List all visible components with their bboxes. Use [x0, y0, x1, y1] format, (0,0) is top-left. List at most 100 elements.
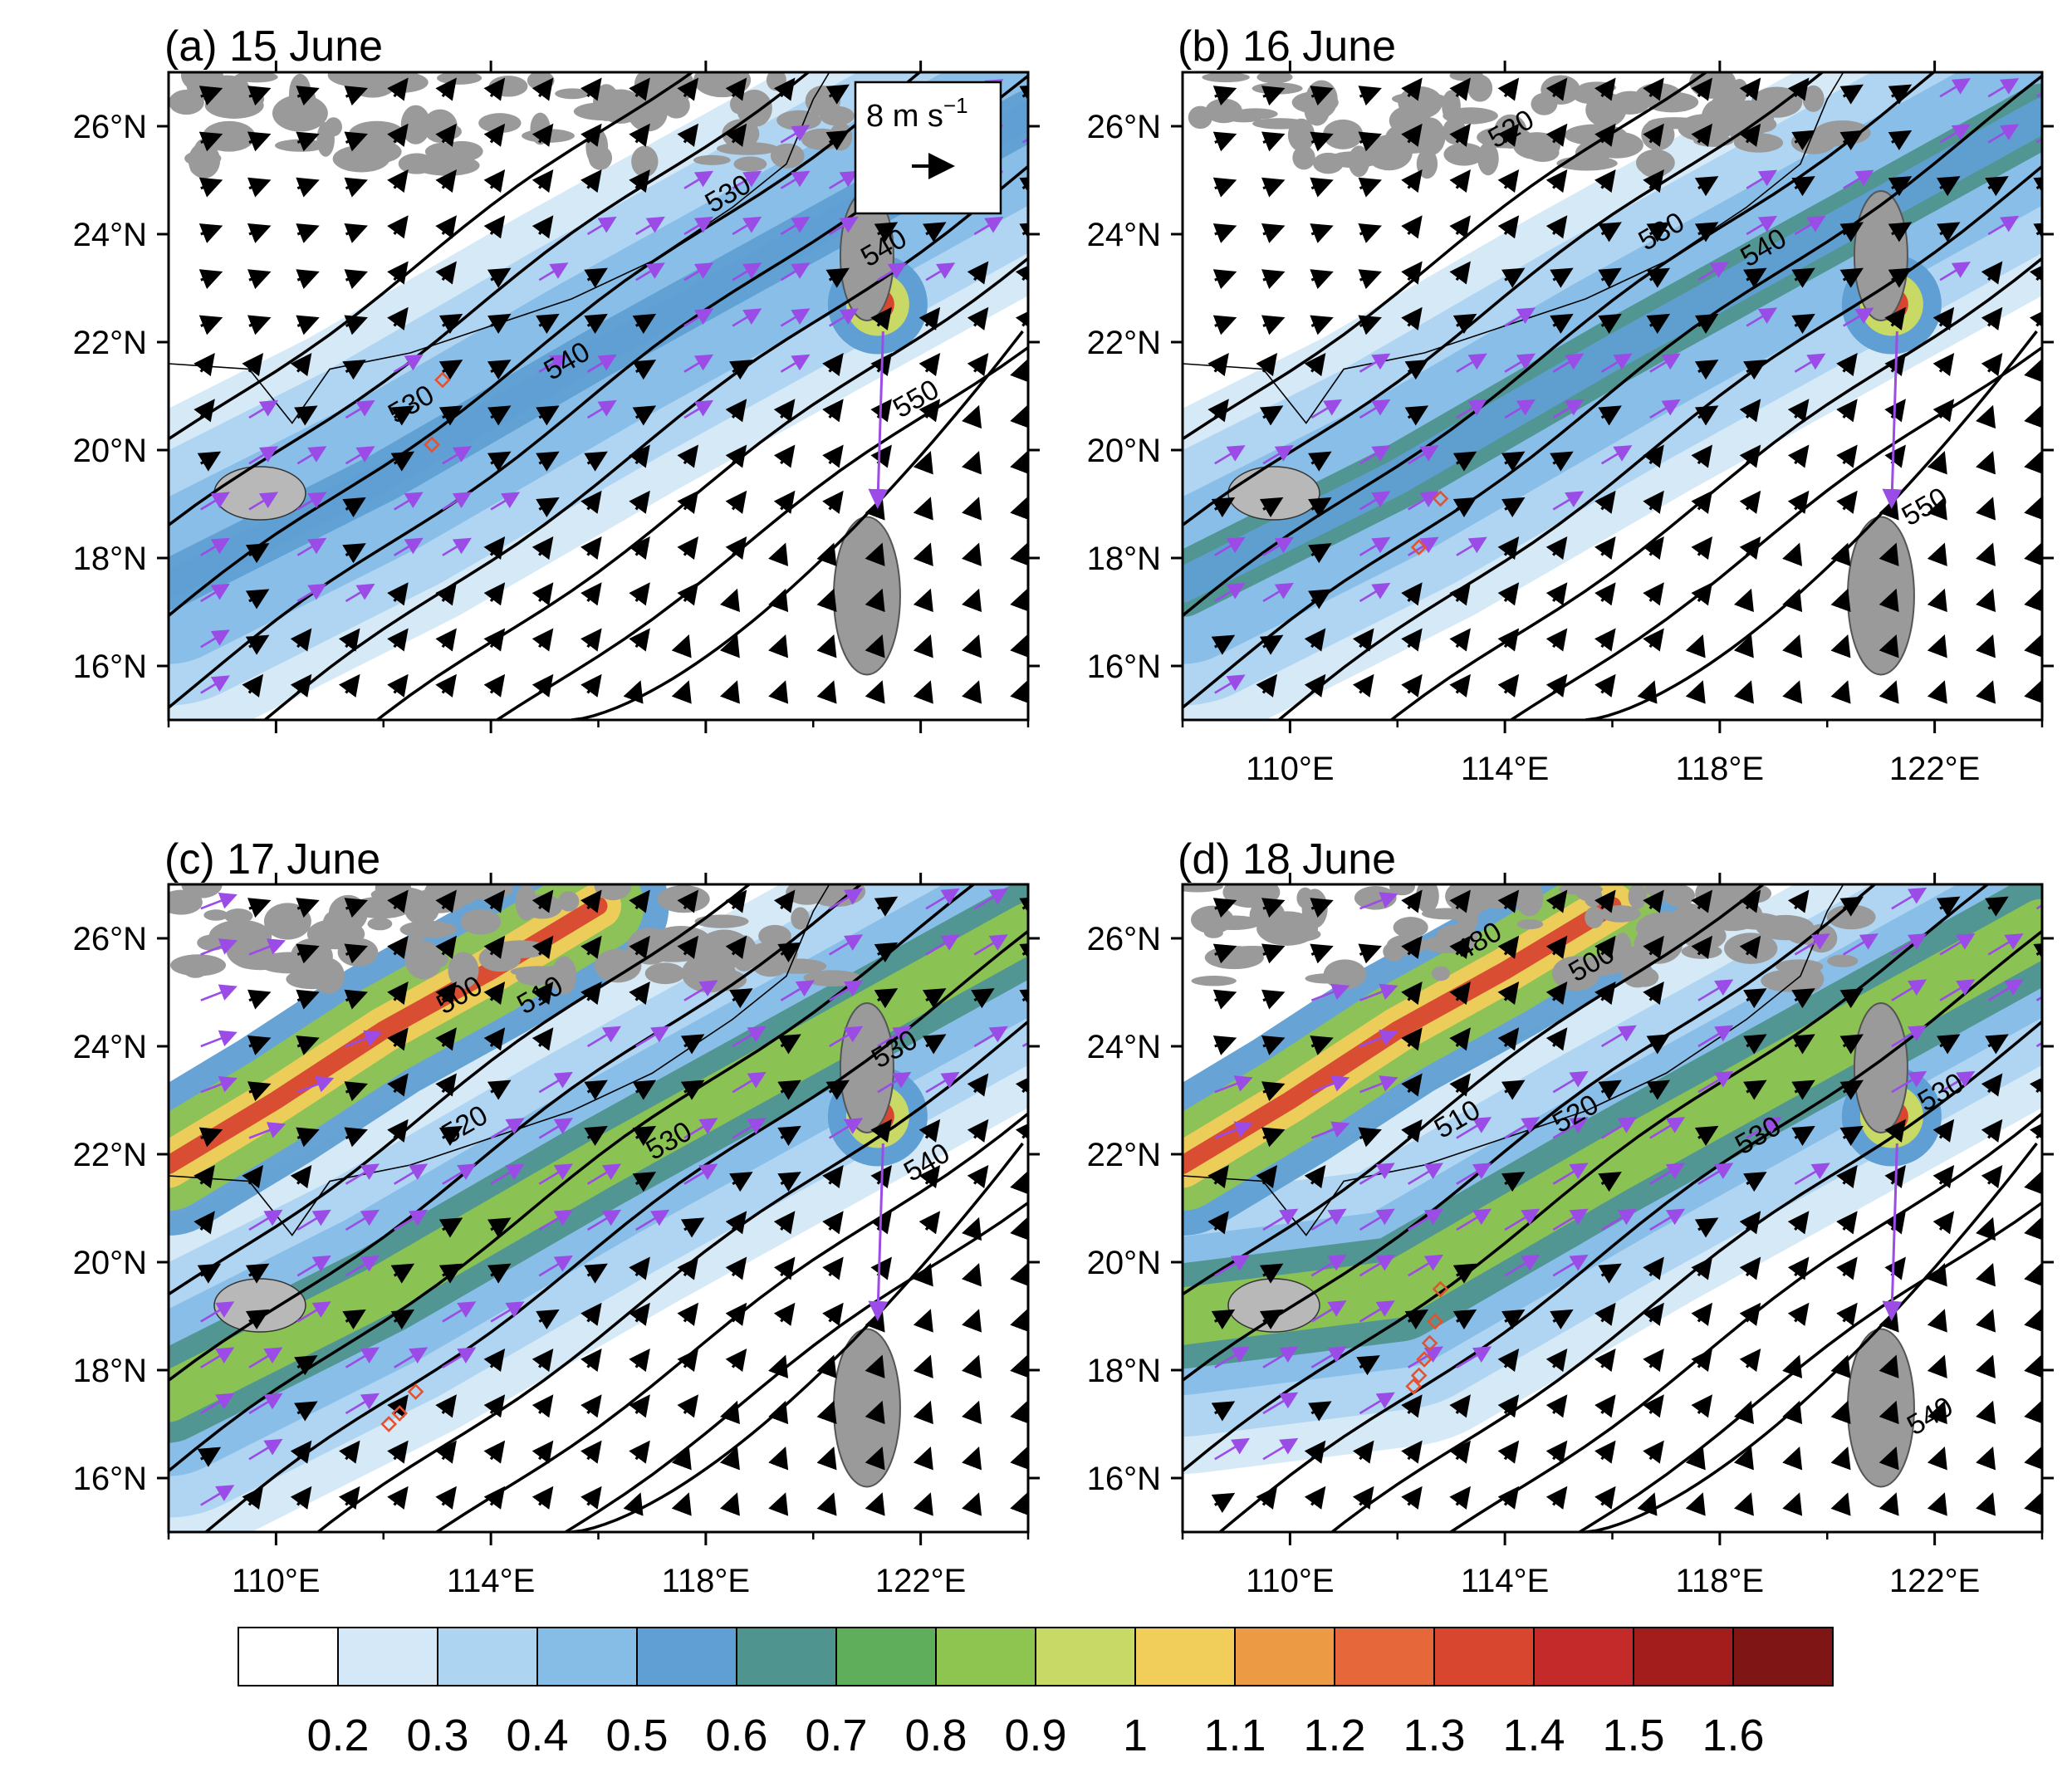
wind-vector — [435, 1394, 457, 1418]
wind-vector — [816, 1400, 837, 1425]
wind-vector — [435, 1440, 457, 1464]
terrain-shade — [769, 958, 827, 974]
terrain-shade — [1599, 905, 1641, 923]
wind-vector-strong — [829, 980, 864, 1001]
terrain-shade — [204, 91, 264, 119]
wind-vector-strong — [1359, 1075, 1398, 1094]
wind-vector — [531, 673, 554, 698]
wind-vector-strong — [1310, 983, 1350, 1001]
wind-vector — [531, 215, 554, 239]
terrain-shade — [169, 90, 204, 115]
wind-vector — [1976, 1492, 1996, 1516]
wind-vector — [1791, 130, 1815, 151]
wind-vector — [435, 935, 457, 959]
coastline — [1183, 884, 1844, 1236]
wind-vector-strong — [973, 934, 1008, 956]
wind-vector-strong — [586, 1026, 622, 1048]
wind-vector — [962, 1216, 982, 1241]
wind-vector — [296, 131, 320, 152]
wind-vector — [1261, 1127, 1286, 1148]
wind-vector — [629, 981, 650, 1006]
wind-vector — [1739, 77, 1761, 101]
wind-vector — [1545, 1486, 1568, 1510]
wind-vector-strong — [1214, 582, 1246, 603]
wind-vector — [1927, 1309, 1947, 1333]
wind-vector — [913, 451, 933, 475]
wind-vector — [1310, 898, 1334, 918]
wind-vector — [2024, 634, 2042, 658]
wind-vector — [580, 673, 602, 698]
wind-vector-strong — [345, 1255, 380, 1277]
wind-vector — [2024, 1216, 2042, 1241]
wind-vector — [725, 935, 747, 959]
wind-vector — [1212, 86, 1237, 106]
wind-vector — [1791, 1125, 1815, 1147]
wind-vector — [1449, 261, 1471, 285]
wind-vector — [1691, 536, 1713, 561]
wind-vector — [1598, 222, 1622, 242]
wind-vector — [390, 405, 415, 426]
colorbar-boxes — [238, 1627, 1834, 1686]
wind-vector-strong — [1408, 1254, 1443, 1277]
wind-vector-strong — [1697, 1163, 1734, 1185]
wind-vector-strong — [490, 1163, 525, 1185]
colorbar-box — [1533, 1627, 1634, 1686]
wind-vector — [387, 215, 409, 239]
wind-vector — [825, 130, 850, 151]
wind-vector — [1787, 490, 1810, 514]
wind-vector-strong — [1987, 979, 2024, 1001]
wind-vector — [1352, 673, 1374, 698]
wind-vector-strong — [683, 262, 714, 281]
wind-vector — [438, 1263, 463, 1284]
panel-title: (a) 15 June — [164, 22, 383, 71]
wind-vector-strong — [1891, 1025, 1927, 1048]
wind-vector-strong — [1214, 445, 1246, 465]
wind-vector — [536, 1309, 560, 1330]
wind-vector-strong — [296, 446, 327, 465]
wind-vector — [387, 1073, 409, 1097]
wind-vector — [629, 935, 650, 959]
wind-vector — [338, 1440, 360, 1464]
wind-vector — [2029, 1119, 2042, 1143]
wind-vector-strong — [1649, 353, 1681, 373]
wind-vector — [1791, 267, 1815, 288]
wind-vector — [773, 444, 796, 468]
colorbar-box — [1334, 1627, 1435, 1686]
terrain-shade — [350, 896, 412, 919]
terrain-shade — [1827, 954, 1859, 967]
wind-vector — [290, 628, 312, 652]
wind-vector — [435, 981, 457, 1006]
wind-vector — [1981, 1073, 2003, 1097]
terrain-shade — [312, 957, 345, 994]
wind-vector — [1015, 306, 1028, 330]
wind-vector — [483, 1348, 506, 1373]
wind-vector-strong — [490, 492, 521, 511]
wind-vector — [822, 1256, 844, 1280]
island-terrain — [1227, 1278, 1320, 1333]
wind-vector-strong — [1843, 307, 1874, 327]
coastline — [169, 72, 830, 424]
wind-vector — [580, 935, 602, 959]
wind-vector — [387, 123, 409, 147]
wind-vector — [1936, 896, 1961, 917]
wind-vector-strong — [586, 1163, 622, 1185]
wind-vector — [487, 267, 512, 288]
wind-vector — [1010, 359, 1028, 383]
wind-vector-strong — [1504, 1208, 1541, 1231]
wind-vector — [1791, 176, 1815, 197]
wind-vector — [1497, 1394, 1520, 1418]
island-terrain — [1227, 466, 1320, 521]
wind-vector — [677, 536, 699, 561]
wind-vector — [1594, 123, 1616, 147]
wind-vector-strong — [296, 1301, 331, 1323]
wind-vector — [1358, 315, 1382, 335]
wind-vector — [1743, 1172, 1767, 1192]
wind-vector — [1733, 588, 1754, 613]
wind-vector-strong — [1262, 1346, 1299, 1368]
wind-vector-strong — [1939, 262, 1971, 281]
wind-vector — [245, 589, 270, 609]
terrain-shade — [1204, 946, 1264, 970]
wind-vector — [536, 405, 560, 426]
wind-vector — [1782, 680, 1803, 704]
terrain-shade — [414, 156, 470, 176]
